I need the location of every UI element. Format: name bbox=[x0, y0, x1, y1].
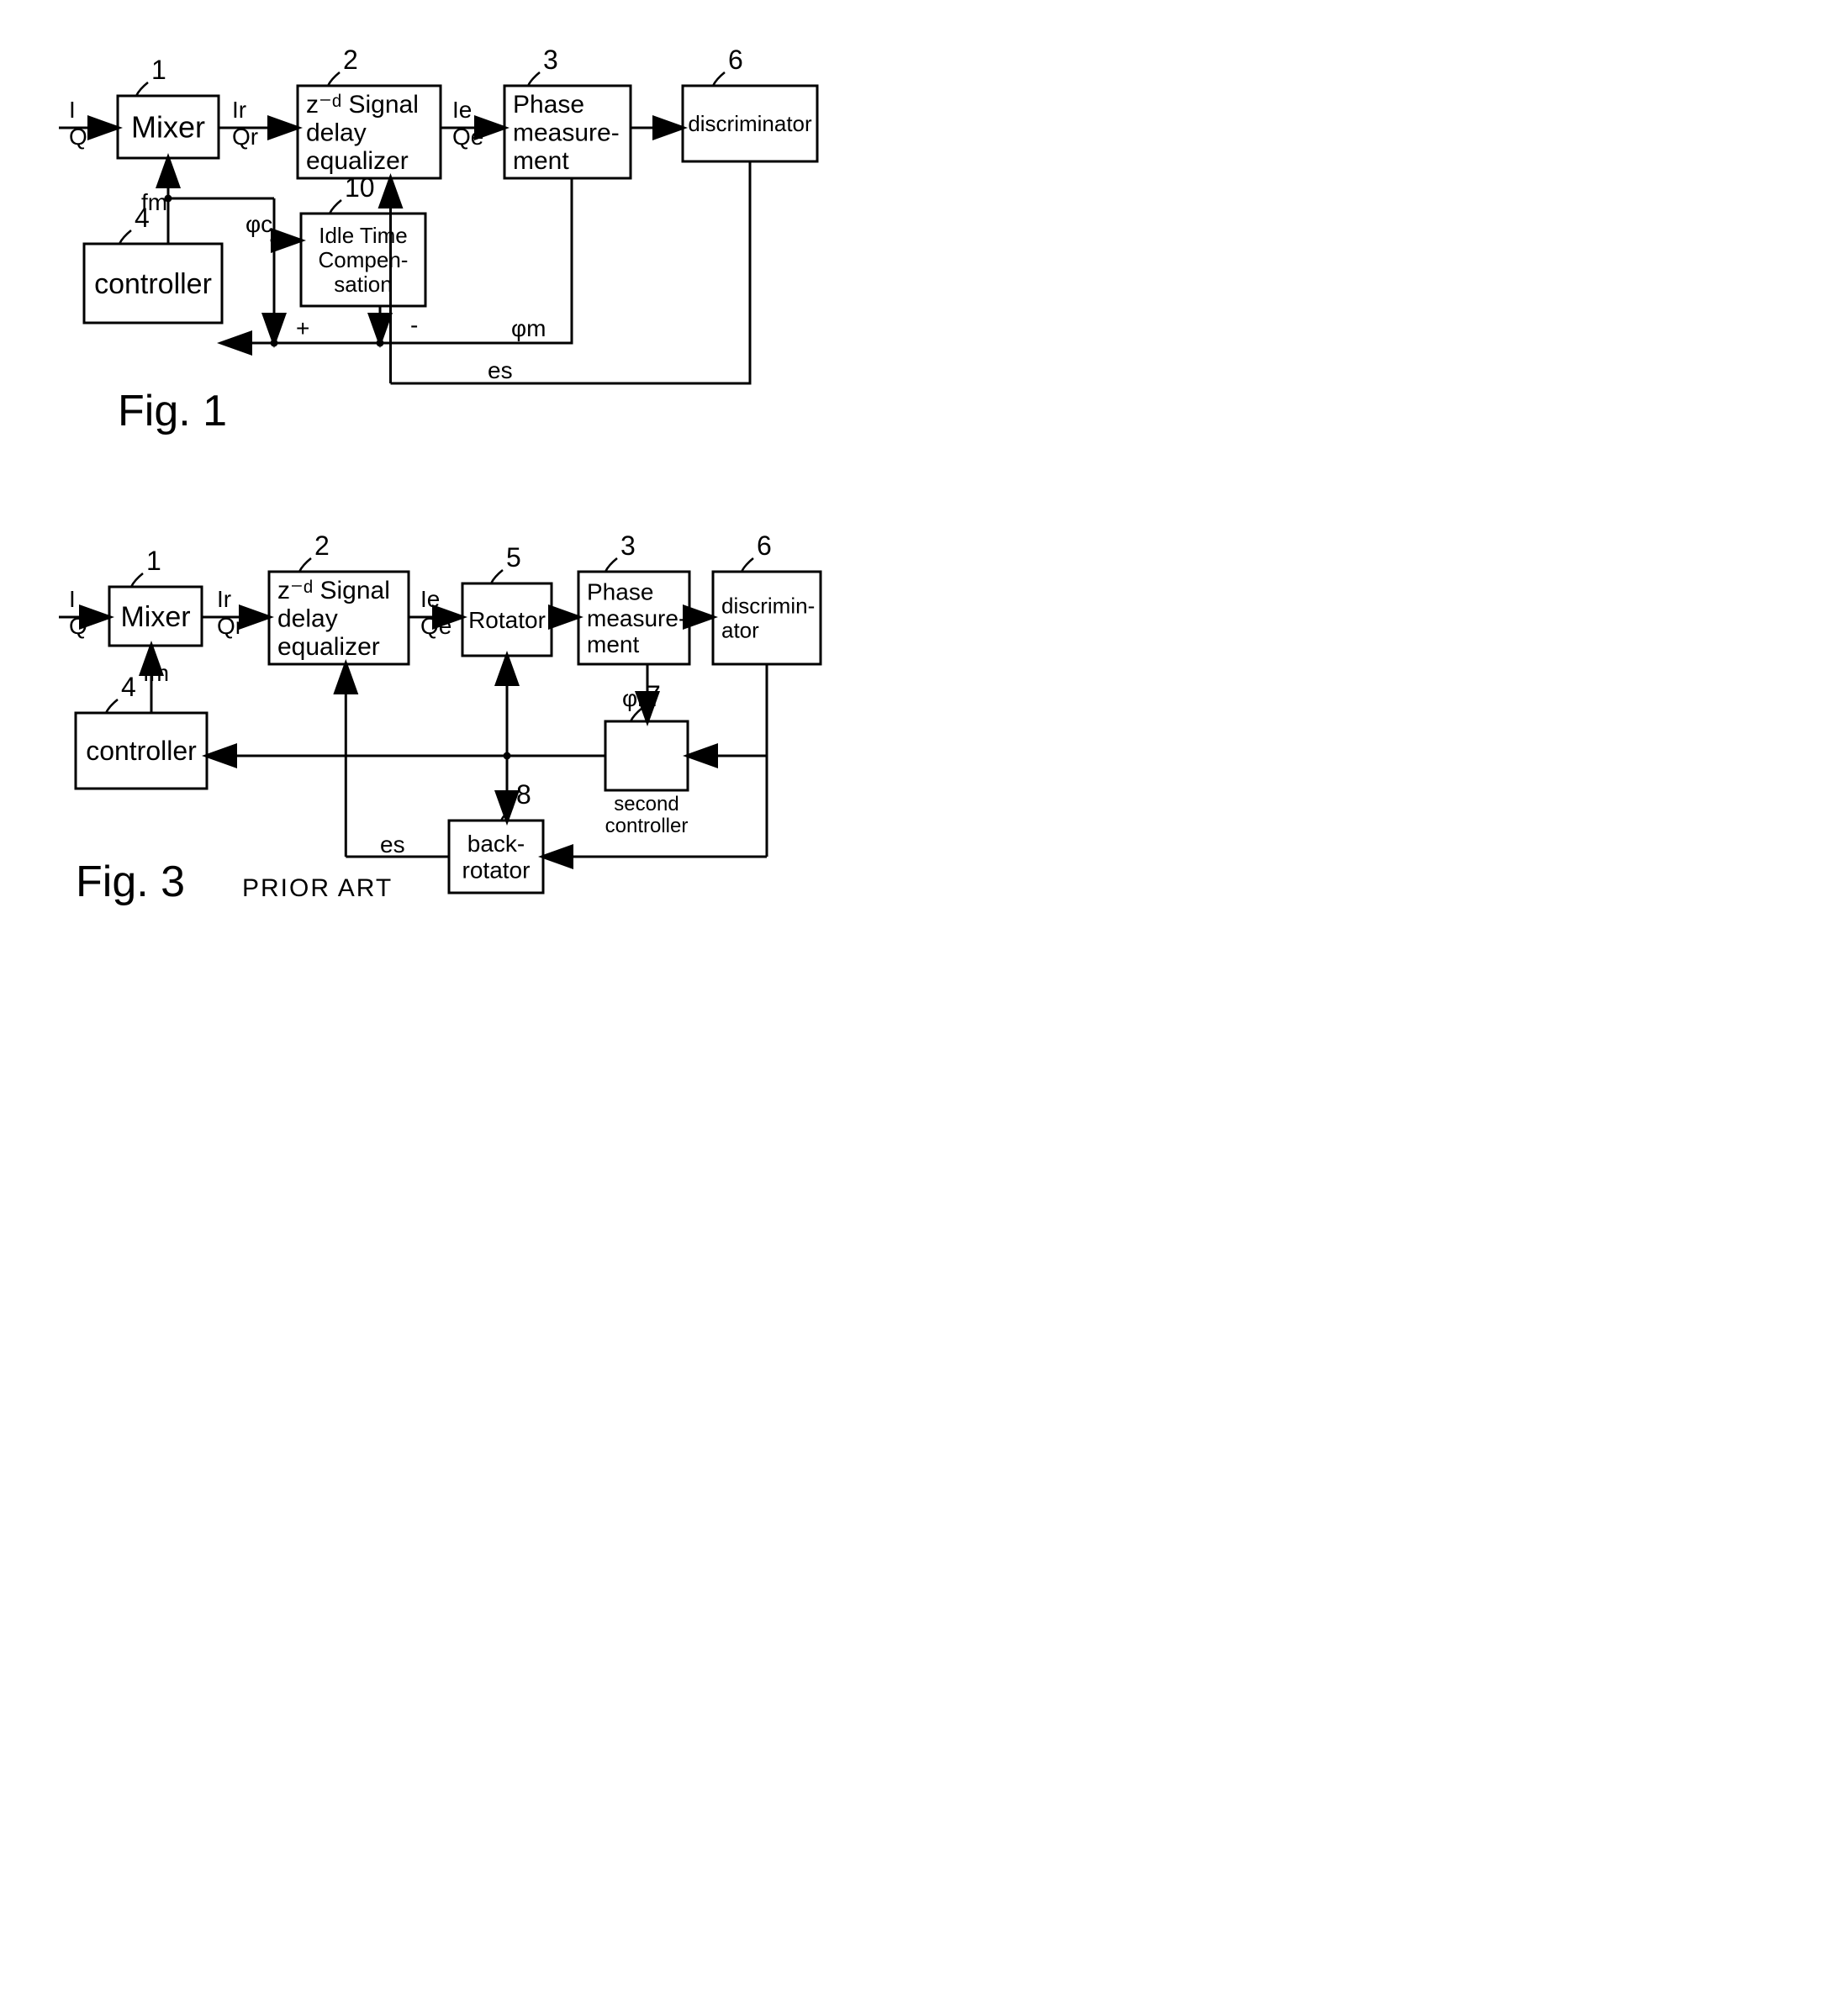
block-label: ment bbox=[587, 631, 639, 657]
diagram-canvas: Mixer1z⁻ᵈ Signaldelayequalizer2Phasemeas… bbox=[34, 34, 841, 925]
block-label: controller bbox=[94, 268, 212, 300]
block-label: Phase bbox=[513, 91, 584, 119]
leader bbox=[328, 72, 340, 86]
figure-caption: Fig. 3 bbox=[76, 858, 185, 906]
signal-label: Qr bbox=[217, 613, 243, 639]
leader bbox=[106, 699, 118, 713]
block-number: 1 bbox=[151, 55, 166, 85]
block-number: 2 bbox=[343, 45, 358, 75]
block bbox=[605, 721, 688, 790]
block-number: 1 bbox=[146, 546, 161, 576]
block-label: Phase bbox=[587, 578, 653, 604]
leader bbox=[136, 82, 148, 96]
block-number: 6 bbox=[728, 45, 743, 75]
block-label: ator bbox=[721, 618, 759, 643]
block-label: rotator bbox=[462, 857, 531, 883]
block-number: 10 bbox=[345, 172, 375, 203]
signal-label: φm bbox=[511, 315, 546, 341]
block-label: Compen- bbox=[319, 247, 409, 272]
signal-label: φm bbox=[622, 685, 657, 711]
figure-caption: Fig. 1 bbox=[118, 387, 227, 435]
block-label: Rotator bbox=[468, 607, 546, 633]
leader bbox=[713, 72, 725, 86]
block-label: z⁻ᵈ Signal bbox=[306, 91, 419, 119]
signal-label: Qe bbox=[452, 124, 483, 150]
block-number: 3 bbox=[620, 530, 636, 561]
block-label: delay bbox=[277, 605, 338, 633]
block-label: equalizer bbox=[277, 633, 380, 661]
signal-label: Ir bbox=[232, 97, 246, 123]
leader bbox=[131, 573, 143, 587]
figure-subcaption: PRIOR ART bbox=[242, 874, 393, 902]
block-label: discriminator bbox=[688, 111, 812, 136]
signal-label: Ie bbox=[420, 586, 440, 612]
block-number: 4 bbox=[121, 672, 136, 702]
signal-label: I bbox=[69, 97, 76, 123]
block-label: controller bbox=[86, 736, 197, 766]
block-label: ment bbox=[513, 147, 569, 175]
signal-label: es bbox=[488, 357, 513, 383]
signal-label: - bbox=[410, 312, 418, 338]
signal-label: Q bbox=[69, 613, 87, 639]
block-label: z⁻ᵈ Signal bbox=[277, 577, 390, 604]
leader bbox=[491, 570, 503, 583]
leader bbox=[742, 558, 753, 572]
block-label: measure- bbox=[513, 119, 620, 147]
block-label: equalizer bbox=[306, 147, 409, 175]
signal-label: φc bbox=[246, 211, 272, 237]
signal-label: fm bbox=[141, 189, 167, 215]
signal-label: + bbox=[296, 315, 309, 341]
signal-label: Q bbox=[69, 124, 87, 150]
block-sublabel: controller bbox=[605, 815, 689, 837]
leader bbox=[299, 558, 311, 572]
block-label: back- bbox=[467, 831, 525, 857]
signal-label: Qr bbox=[232, 124, 258, 150]
block-number: 2 bbox=[314, 530, 330, 561]
block-label: Idle Time bbox=[319, 223, 408, 248]
signal-label: fm bbox=[143, 660, 169, 686]
block-label: delay bbox=[306, 119, 367, 147]
block-number: 5 bbox=[506, 542, 521, 573]
block-label: sation bbox=[334, 272, 392, 297]
junction bbox=[165, 195, 172, 203]
block-number: 3 bbox=[543, 45, 558, 75]
leader bbox=[605, 558, 617, 572]
arrow bbox=[391, 161, 751, 383]
signal-label: I bbox=[69, 586, 76, 612]
block-number: 8 bbox=[516, 779, 531, 810]
junction bbox=[377, 340, 384, 347]
signal-label: Ie bbox=[452, 97, 472, 123]
leader bbox=[528, 72, 540, 86]
block-sublabel: second bbox=[614, 793, 678, 815]
junction bbox=[271, 340, 278, 347]
leader bbox=[119, 230, 131, 244]
block-label: Mixer bbox=[120, 601, 190, 633]
signal-label: es bbox=[380, 831, 405, 858]
block-number: 6 bbox=[757, 530, 772, 561]
block-label: measure- bbox=[587, 605, 686, 631]
signal-label: Ir bbox=[217, 586, 231, 612]
block-label: Mixer bbox=[131, 110, 205, 145]
leader bbox=[330, 200, 341, 214]
block-label: discrimin- bbox=[721, 594, 815, 619]
signal-label: Qe bbox=[420, 613, 451, 639]
